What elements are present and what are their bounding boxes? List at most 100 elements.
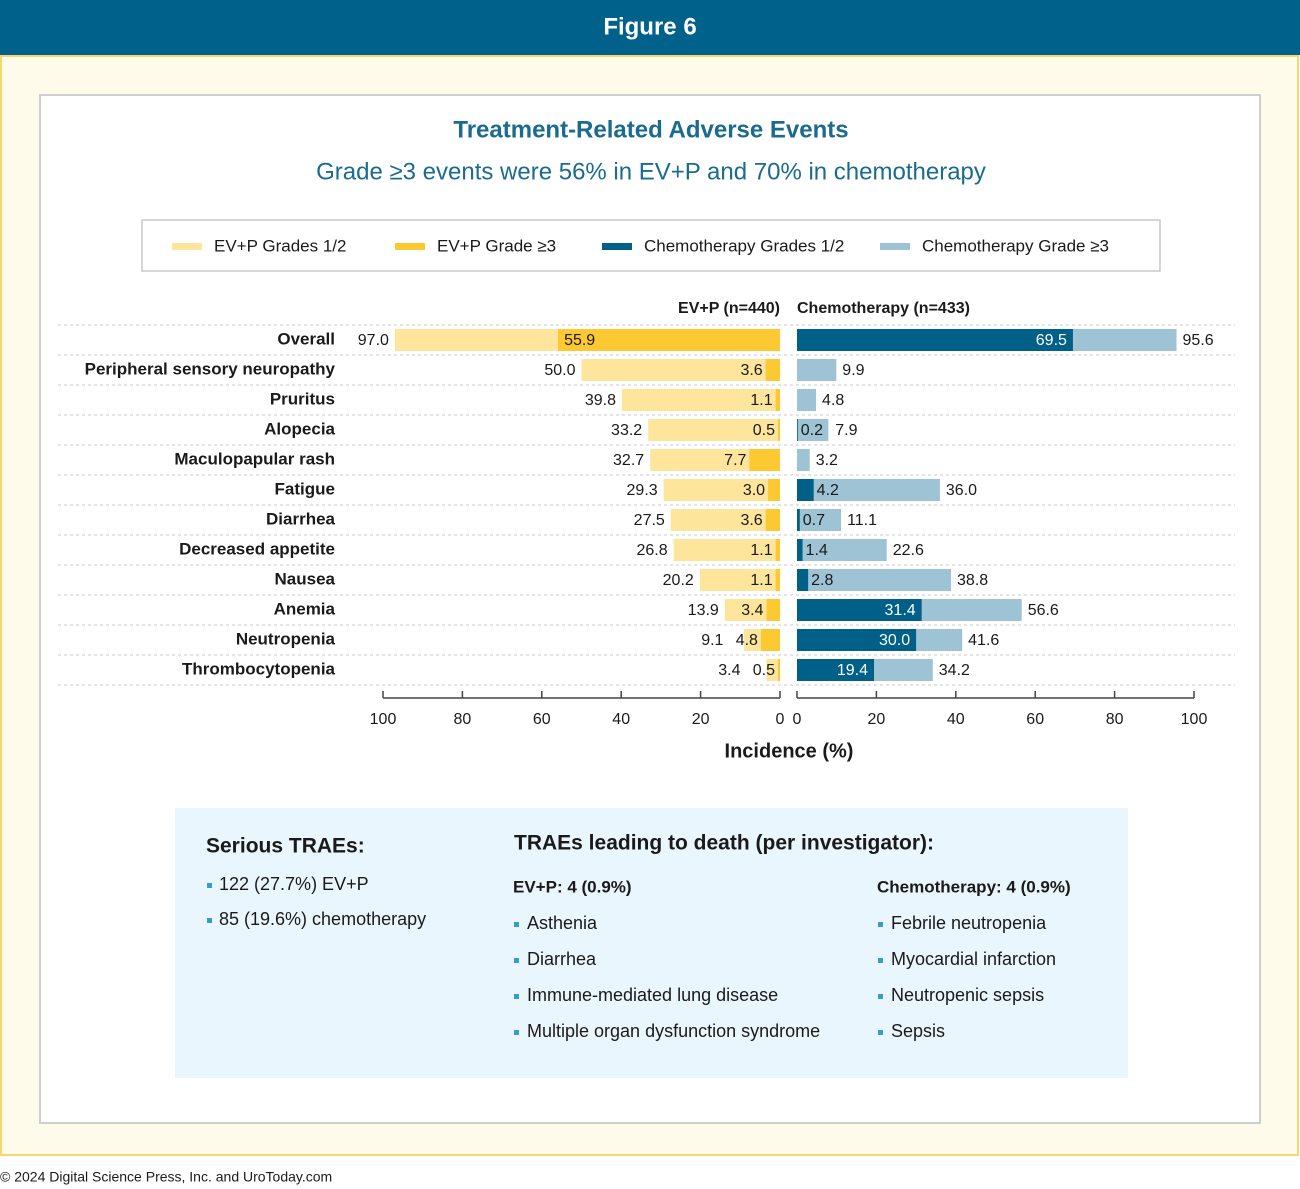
info-heading: Serious TRAEs: bbox=[206, 835, 365, 858]
list-item: Immune-mediated lung disease bbox=[527, 985, 778, 1005]
bullet bbox=[514, 922, 519, 927]
value-label: 36.0 bbox=[946, 482, 977, 499]
value-label: 3.6 bbox=[740, 362, 762, 379]
bar bbox=[663, 479, 780, 501]
category-label: Neutropenia bbox=[236, 629, 336, 648]
group-heading: EV+P: 4 (0.9%) bbox=[513, 877, 632, 896]
panel-title: Chemotherapy (n=433) bbox=[797, 300, 970, 317]
value-label: 11.1 bbox=[847, 512, 877, 529]
bullet bbox=[878, 922, 883, 927]
info-heading: TRAEs leading to death (per investigator… bbox=[514, 832, 934, 855]
x-tick-label: 20 bbox=[868, 711, 886, 728]
category-label: Alopecia bbox=[264, 419, 335, 438]
value-label: 39.8 bbox=[585, 392, 616, 409]
value-label: 4.2 bbox=[817, 482, 839, 499]
bar bbox=[797, 479, 940, 501]
value-label: 41.6 bbox=[968, 632, 999, 649]
value-label: 1.1 bbox=[750, 392, 772, 409]
legend-label: Chemotherapy Grades 1/2 bbox=[644, 236, 844, 255]
category-label: Decreased appetite bbox=[179, 539, 335, 558]
panel-title: EV+P (n=440) bbox=[678, 300, 780, 317]
value-label: 13.9 bbox=[688, 602, 719, 619]
value-label: 55.9 bbox=[564, 332, 595, 349]
bullet bbox=[514, 1030, 519, 1035]
value-label: 34.2 bbox=[939, 662, 970, 679]
value-label: 32.7 bbox=[613, 452, 644, 469]
bar bbox=[765, 359, 780, 381]
category-label: Diarrhea bbox=[266, 509, 336, 528]
value-label: 4.8 bbox=[822, 392, 844, 409]
value-label: 3.4 bbox=[741, 602, 763, 619]
legend-swatch bbox=[602, 243, 632, 250]
bar bbox=[648, 419, 780, 441]
list-item: Febrile neutropenia bbox=[891, 913, 1047, 933]
value-label: 33.2 bbox=[611, 422, 642, 439]
bar bbox=[699, 569, 780, 591]
bar bbox=[797, 599, 922, 621]
footer: © 2024 Digital Science Press, Inc. and U… bbox=[0, 1169, 332, 1185]
bar bbox=[797, 539, 887, 561]
chart-subtitle: Grade ≥3 events were 56% in EV+P and 70%… bbox=[316, 158, 986, 185]
value-label: 0.5 bbox=[753, 422, 775, 439]
value-label: 9.9 bbox=[842, 362, 864, 379]
value-label: 22.6 bbox=[893, 542, 924, 559]
legend-swatch bbox=[395, 243, 425, 250]
value-label: 3.0 bbox=[743, 482, 765, 499]
category-label: Peripheral sensory neuropathy bbox=[85, 359, 336, 378]
info-box bbox=[175, 808, 1128, 1078]
bar bbox=[768, 479, 780, 501]
bullet bbox=[207, 918, 212, 923]
legend-box bbox=[141, 219, 1161, 272]
x-tick-label: 60 bbox=[1026, 711, 1044, 728]
list-item: 85 (19.6%) chemotherapy bbox=[219, 909, 426, 929]
bar bbox=[650, 449, 780, 471]
bar bbox=[558, 329, 780, 351]
bar bbox=[797, 659, 875, 681]
x-tick-label: 100 bbox=[370, 711, 397, 728]
category-label: Nausea bbox=[275, 569, 336, 588]
bar bbox=[621, 389, 780, 411]
bullet bbox=[878, 994, 883, 999]
x-tick-label: 100 bbox=[1181, 711, 1208, 728]
value-label: 1.4 bbox=[806, 542, 828, 559]
bar bbox=[797, 419, 829, 441]
bar bbox=[775, 539, 780, 561]
category-label: Overall bbox=[277, 329, 335, 348]
category-label: Anemia bbox=[274, 599, 336, 618]
value-label: 4.8 bbox=[736, 632, 758, 649]
bullet bbox=[878, 958, 883, 963]
bar bbox=[797, 509, 842, 531]
bar bbox=[797, 449, 810, 471]
value-label: 3.2 bbox=[816, 452, 838, 469]
x-tick-label: 0 bbox=[793, 711, 802, 728]
value-label: 69.5 bbox=[1036, 332, 1067, 349]
bar bbox=[775, 569, 780, 591]
x-tick-label: 20 bbox=[692, 711, 710, 728]
list-item: Diarrhea bbox=[527, 949, 597, 969]
bar bbox=[760, 629, 780, 651]
value-label: 1.1 bbox=[750, 572, 772, 589]
bar bbox=[724, 599, 780, 621]
value-label: 97.0 bbox=[358, 332, 389, 349]
bar bbox=[581, 359, 780, 381]
bar bbox=[765, 509, 780, 531]
x-tick-label: 40 bbox=[947, 711, 965, 728]
x-tick-label: 80 bbox=[454, 711, 472, 728]
category-label: Thrombocytopenia bbox=[182, 659, 336, 678]
value-label: 7.7 bbox=[724, 452, 746, 469]
value-label: 56.6 bbox=[1028, 602, 1059, 619]
list-item: Neutropenic sepsis bbox=[891, 985, 1044, 1005]
figure-label: Figure 6 bbox=[603, 13, 696, 40]
bar bbox=[797, 419, 798, 441]
bullet bbox=[514, 994, 519, 999]
bar bbox=[766, 659, 780, 681]
value-label: 3.4 bbox=[718, 662, 740, 679]
bar bbox=[797, 509, 800, 531]
value-label: 26.8 bbox=[636, 542, 667, 559]
category-label: Pruritus bbox=[270, 389, 335, 408]
bar bbox=[673, 539, 780, 561]
value-label: 0.5 bbox=[753, 662, 775, 679]
bar bbox=[670, 509, 780, 531]
x-tick-label: 60 bbox=[533, 711, 551, 728]
